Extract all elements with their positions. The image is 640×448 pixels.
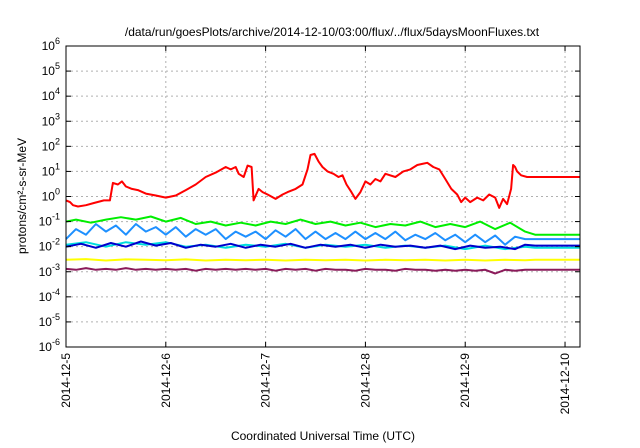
series-line-4	[65, 223, 580, 246]
y-tick-label: 10-2	[39, 237, 60, 254]
chart-title: /data/run/goesPlots/archive/2014-12-10/0…	[125, 25, 540, 39]
series-line-7	[65, 267, 580, 275]
y-tick-label: 102	[42, 136, 60, 153]
y-tick-label: 10-1	[39, 212, 60, 229]
series-line-1	[65, 152, 580, 209]
y-axis: 10-6 10-5 10-4 10-3 10-2 10-1 100 101 102 103 104 1…	[39, 36, 580, 354]
x-axis-label: Coordinated Universal Time (UTC)	[231, 429, 415, 443]
grid	[66, 46, 580, 347]
x-tick-label: 2014-12-9	[458, 353, 472, 408]
y-tick-label: 103	[42, 111, 60, 128]
y-axis-label: protons/cm²-s-sr-MeV	[15, 138, 29, 254]
x-tick-label: 2014-12-10	[558, 353, 572, 415]
y-tick-label: 106	[42, 36, 60, 53]
x-tick-label: 2014-12-8	[358, 353, 372, 408]
series-line-5	[65, 240, 580, 251]
y-tick-label: 10-3	[39, 262, 60, 279]
x-tick-label: 2014-12-5	[59, 353, 73, 408]
y-tick-label: 10-4	[39, 287, 60, 304]
x-tick-label: 2014-12-7	[259, 353, 273, 408]
series-line-2	[65, 215, 580, 236]
y-tick-label: 105	[42, 61, 60, 78]
y-tick-label: 101	[42, 161, 60, 178]
y-tick-label: 100	[42, 187, 60, 204]
x-axis: 2014-12-5 2014-12-6 2014-12-7 2014-12-8 2014…	[59, 46, 572, 414]
y-tick-label: 10-6	[39, 337, 60, 354]
y-tick-label: 104	[42, 86, 60, 103]
series-line-6	[65, 258, 580, 262]
x-tick-label: 2014-12-6	[159, 353, 173, 408]
y-tick-label: 10-5	[39, 312, 60, 329]
series-layer	[65, 152, 580, 275]
